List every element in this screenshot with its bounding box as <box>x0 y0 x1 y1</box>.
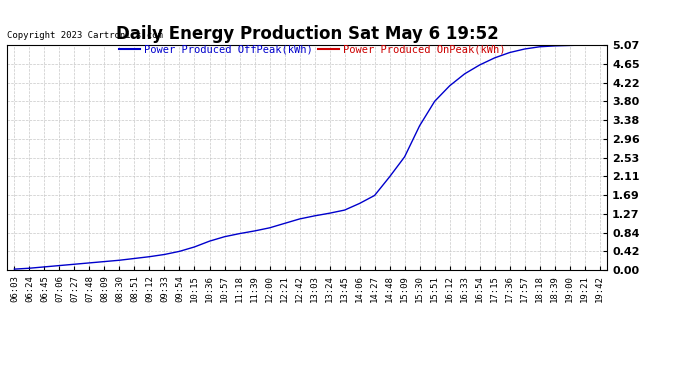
Text: Copyright 2023 Cartronics.com: Copyright 2023 Cartronics.com <box>7 32 163 40</box>
Title: Daily Energy Production Sat May 6 19:52: Daily Energy Production Sat May 6 19:52 <box>116 26 498 44</box>
Legend: Power Produced OffPeak(kWh), Power Produced OnPeak(kWh): Power Produced OffPeak(kWh), Power Produ… <box>115 40 510 59</box>
